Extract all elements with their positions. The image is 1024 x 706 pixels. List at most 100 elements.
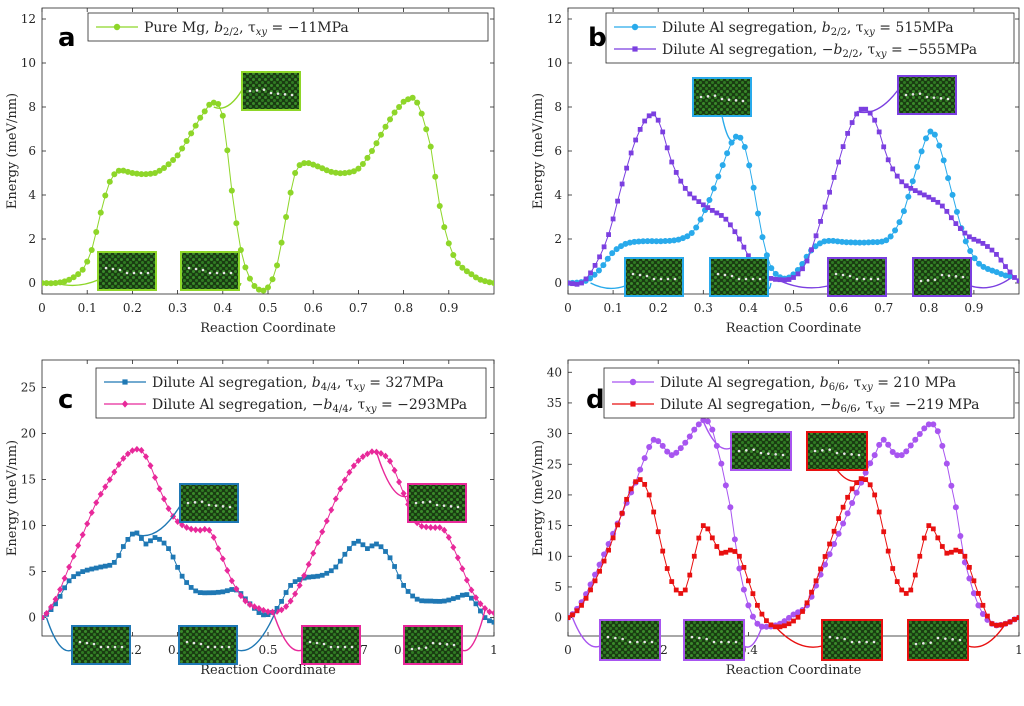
data-point [215, 589, 221, 595]
data-point [966, 564, 972, 570]
y-tick-label: 12 [21, 12, 36, 26]
inset-atom [201, 268, 205, 272]
data-point [473, 601, 479, 607]
data-point [477, 276, 484, 283]
data-point [419, 598, 425, 604]
data-point [42, 614, 45, 621]
data-point [610, 535, 616, 541]
inset-image [624, 257, 684, 297]
data-point [188, 585, 194, 590]
data-point [315, 573, 321, 579]
data-point [894, 173, 900, 179]
legend-entry-1: Pure Mg, b2/2, τxy = −11MPa [144, 20, 349, 38]
data-point [1012, 275, 1017, 280]
data-point [727, 547, 733, 553]
data-point [97, 490, 104, 498]
inset-atom [744, 277, 748, 281]
data-point [971, 255, 978, 262]
data-point [626, 239, 633, 246]
data-point [718, 213, 724, 218]
data-point [120, 544, 126, 549]
data-point [341, 476, 348, 484]
data-point [192, 122, 199, 129]
data-point [568, 280, 571, 286]
data-point [382, 452, 389, 460]
data-point [903, 591, 909, 596]
data-point [332, 169, 339, 176]
data-point [423, 126, 430, 133]
x-axis-label: Reaction Coordinate [200, 321, 336, 336]
data-point [609, 250, 616, 257]
inset-image [912, 257, 972, 297]
inset-atom [431, 641, 435, 645]
data-point [387, 555, 393, 561]
x-axis-label: Reaction Coordinate [726, 663, 862, 678]
data-point [368, 448, 375, 455]
data-point [736, 553, 742, 559]
inset-atom [125, 271, 129, 275]
data-point [881, 529, 887, 535]
y-tick-label: 10 [21, 519, 36, 533]
inset-atom [213, 645, 217, 649]
data-point [936, 142, 943, 149]
data-point [84, 258, 91, 265]
inset-atom [727, 640, 730, 644]
data-point [885, 441, 892, 448]
data-point [301, 572, 308, 579]
data-point [948, 549, 954, 555]
legend: Pure Mg, b2/2, τxy = −11MPa [87, 12, 489, 42]
data-point [892, 227, 899, 234]
inset-atom [78, 640, 82, 644]
data-point [943, 460, 950, 467]
inset-atom [650, 640, 654, 644]
data-point [478, 608, 483, 614]
data-point [106, 178, 113, 185]
data-point [709, 535, 715, 541]
legend: Dilute Al segregation, b6/6, τxy = 210 M… [603, 367, 1015, 419]
x-tick-label: 0.1 [604, 301, 623, 315]
data-point [736, 236, 742, 242]
data-point [732, 549, 738, 554]
x-tick-label: 0 [564, 301, 572, 315]
series-line-1 [568, 419, 1019, 628]
legend-marker [630, 401, 636, 407]
data-point [288, 583, 293, 588]
data-point [839, 238, 846, 245]
data-point [758, 623, 765, 630]
inset-atom [414, 501, 418, 505]
data-point [831, 541, 838, 547]
data-point [463, 576, 470, 584]
inset-atom [308, 640, 312, 644]
data-point [450, 596, 456, 602]
data-point [791, 618, 796, 624]
data-point [454, 554, 461, 562]
x-axis-label: Reaction Coordinate [726, 321, 862, 336]
data-point [432, 173, 439, 180]
y-tick-label: 15 [21, 473, 36, 487]
data-point [116, 553, 122, 558]
inset-arrow [590, 282, 626, 290]
y-tick-label: 0 [554, 611, 562, 625]
inset-image [599, 619, 661, 661]
data-point [759, 234, 766, 241]
plot-area [568, 417, 1019, 630]
inset-atom [255, 89, 259, 92]
chart-panel-d: 00.20.40.60.810510152025303540Reaction C… [531, 359, 1023, 678]
data-point [704, 418, 711, 425]
data-point [795, 271, 801, 277]
inset-atom [834, 272, 838, 276]
data-point [813, 233, 819, 239]
data-point [174, 152, 181, 159]
data-point [274, 262, 281, 269]
data-point [966, 234, 972, 240]
data-point [106, 476, 113, 483]
inset-arrow [236, 608, 278, 652]
data-point [749, 613, 756, 620]
inset-atom [813, 449, 817, 453]
inset-atom [876, 277, 880, 281]
inset-atom [652, 277, 656, 281]
data-point [768, 265, 775, 272]
panel-letter: c [58, 385, 73, 415]
legend-entry-1: Dilute Al segregation, b2/2, τxy = 515MP… [662, 20, 954, 38]
data-point [400, 490, 407, 497]
